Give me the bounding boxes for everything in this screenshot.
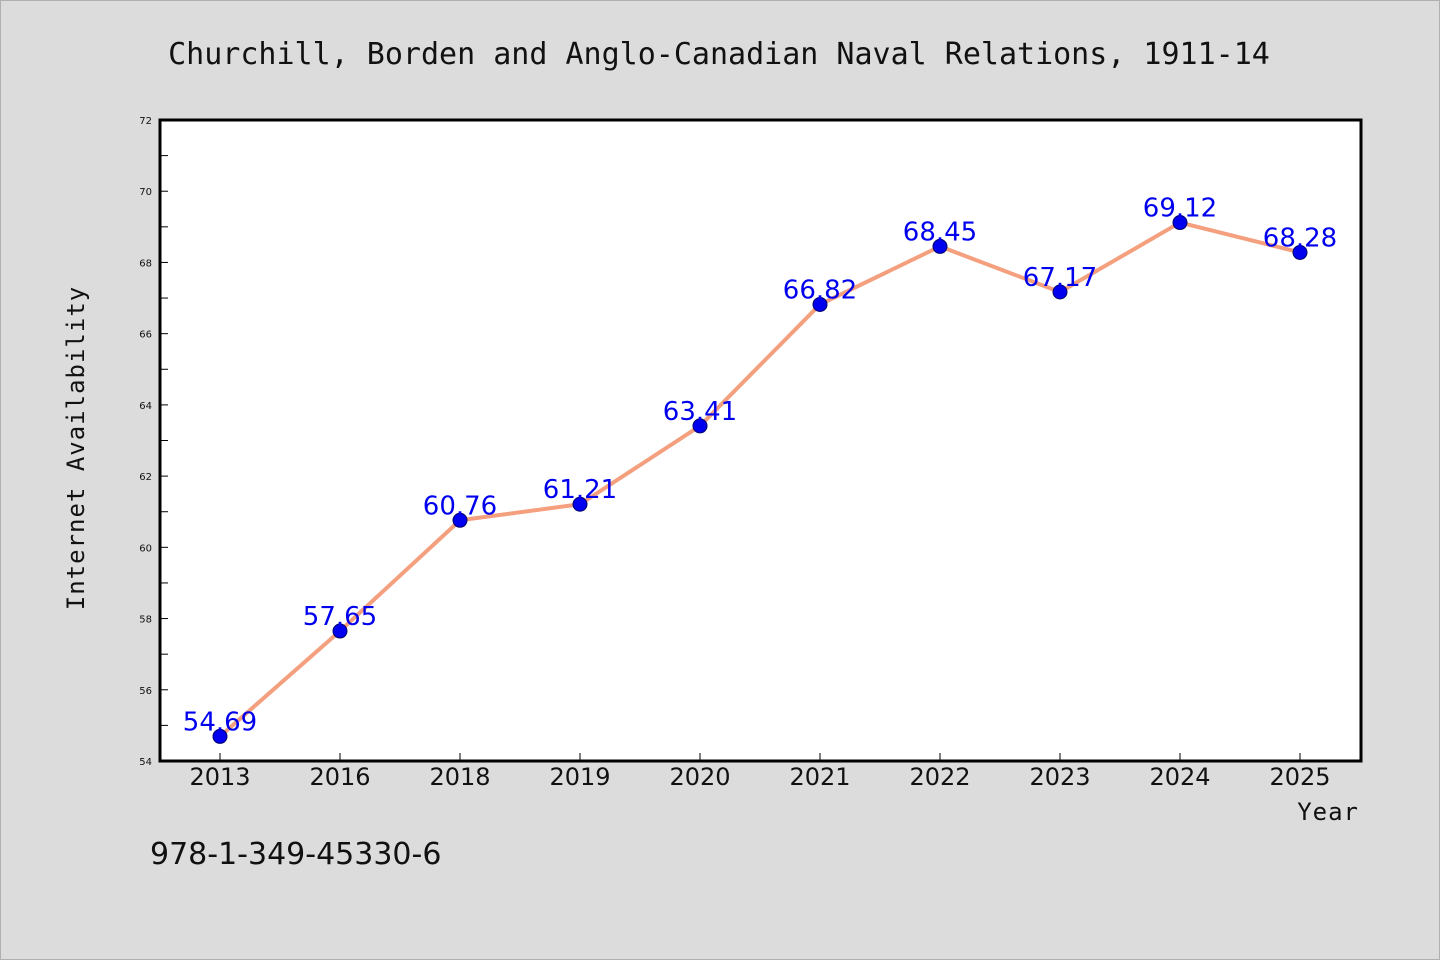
- data-label: 69.12: [1143, 194, 1217, 224]
- data-label: 54.69: [183, 707, 257, 737]
- footer-isbn: 978-1-349-45330-6: [150, 837, 441, 872]
- data-point: [452, 512, 468, 528]
- y-tick-label: 60: [139, 543, 152, 554]
- y-tick-label: 70: [139, 187, 152, 198]
- x-tick-label: 2025: [1269, 763, 1330, 791]
- y-tick-label: 64: [139, 401, 152, 412]
- data-label: 57.65: [303, 602, 377, 632]
- y-tick-label: 56: [139, 686, 152, 697]
- data-label: 68.45: [903, 217, 977, 247]
- x-tick-label: 2018: [429, 763, 490, 791]
- y-tick-label: 58: [139, 615, 152, 626]
- series-line: [218, 220, 1301, 738]
- data-label: 61.21: [543, 475, 617, 505]
- y-tick-label: 66: [139, 330, 152, 341]
- x-tick-label: 2016: [309, 763, 370, 791]
- data-label: 68.28: [1263, 223, 1337, 253]
- x-tick-label: 2023: [1029, 763, 1090, 791]
- x-tick-label: 2024: [1149, 763, 1210, 791]
- data-label: 63.41: [663, 397, 737, 427]
- data-point: [1292, 244, 1308, 260]
- data-point: [812, 296, 828, 312]
- x-axis: 2013 2016 2018 2019 2020 2021 2022 2023 2024 2025: [189, 753, 1331, 791]
- y-tick-label: 72: [139, 116, 152, 127]
- y-axis-title: Internet Availability: [62, 286, 90, 610]
- y-tick-label: 54: [139, 757, 152, 768]
- data-point: [212, 728, 228, 744]
- x-tick-label: 2022: [909, 763, 970, 791]
- chart-title: Churchill, Borden and Anglo-Canadian Nav…: [168, 37, 1270, 72]
- data-point: [1052, 284, 1068, 300]
- x-tick-label: 2013: [189, 763, 250, 791]
- series-group: 54.69 57.65 60.76 61.21 63.41 66.82 68.45 67.17…: [183, 194, 1337, 744]
- data-point: [332, 623, 348, 639]
- x-axis-title: Year: [1297, 798, 1359, 826]
- x-tick-label: 2019: [549, 763, 610, 791]
- data-point: [932, 238, 948, 254]
- data-label: 67.17: [1023, 263, 1097, 293]
- data-label: 60.76: [423, 491, 497, 521]
- data-label: 66.82: [783, 275, 857, 305]
- y-tick-label: 68: [139, 258, 152, 269]
- data-point: [692, 418, 708, 434]
- data-point: [572, 496, 588, 512]
- y-tick-label: 62: [139, 472, 152, 483]
- data-point: [1172, 215, 1188, 231]
- x-tick-label: 2020: [669, 763, 730, 791]
- plot-area: [158, 118, 1363, 763]
- y-axis: 54 56 58 60 62 64 66 68 70 72: [139, 116, 168, 768]
- x-tick-label: 2021: [789, 763, 850, 791]
